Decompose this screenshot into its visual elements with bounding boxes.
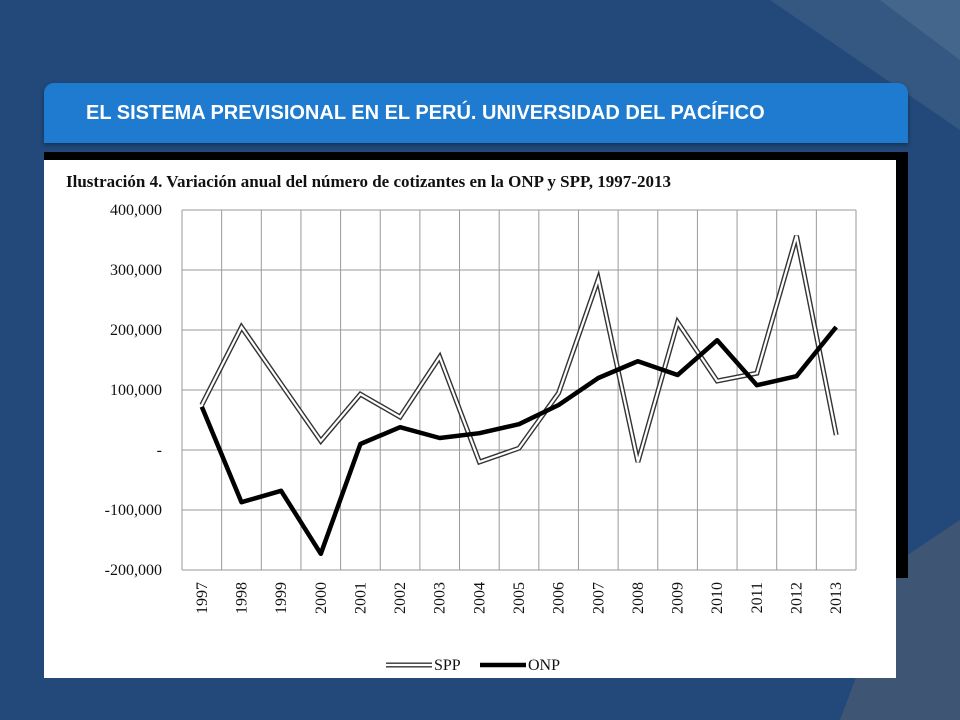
slide-title: EL SISTEMA PREVISIONAL EN EL PERÚ. UNIVE… xyxy=(86,102,765,124)
y-tick-label: - xyxy=(157,442,162,459)
x-tick-label: 2001 xyxy=(352,582,369,614)
x-tick-label: 2003 xyxy=(432,582,449,614)
series-line-inner-spp xyxy=(200,235,838,464)
chart-legend: SPP ONP xyxy=(386,657,560,674)
x-tick-label: 2004 xyxy=(471,582,488,614)
x-tick-label: 2012 xyxy=(789,582,806,614)
x-tick-label: 2006 xyxy=(551,582,568,614)
x-tick-label: 2005 xyxy=(511,582,528,614)
x-axis-ticks: 1997 1998 1999 2000 2001 2002 2003 2004 2005 2006… xyxy=(194,582,845,614)
chart-panel: Ilustración 4. Variación anual del númer… xyxy=(44,160,896,678)
y-tick-label: 400,000 xyxy=(110,202,162,219)
x-tick-label: 1998 xyxy=(233,582,250,614)
y-tick-label: 300,000 xyxy=(110,262,162,279)
x-tick-label: 2000 xyxy=(313,582,330,614)
x-tick-label: 2002 xyxy=(392,582,409,614)
x-tick-label: 1997 xyxy=(194,582,211,614)
x-tick-label: 2010 xyxy=(709,582,726,614)
slide-title-bar: EL SISTEMA PREVISIONAL EN EL PERÚ. UNIVE… xyxy=(44,83,908,143)
y-tick-label: 200,000 xyxy=(110,322,162,339)
x-tick-label: 1999 xyxy=(273,582,290,614)
chart-title: Ilustración 4. Variación anual del númer… xyxy=(66,172,671,191)
y-tick-label: -200,000 xyxy=(105,562,162,579)
x-tick-label: 2009 xyxy=(670,582,687,614)
y-axis-ticks: 400,000 300,000 200,000 100,000 - -100,000 -20… xyxy=(105,202,162,579)
series-line-onp xyxy=(199,325,838,557)
y-tick-label: 100,000 xyxy=(110,382,162,399)
x-tick-label: 2008 xyxy=(630,582,647,614)
y-tick-label: -100,000 xyxy=(105,502,162,519)
x-tick-label: 2013 xyxy=(828,582,845,614)
legend-label-spp: SPP xyxy=(434,657,461,674)
x-tick-label: 2007 xyxy=(590,582,607,614)
legend-label-onp: ONP xyxy=(528,657,560,674)
line-chart: Ilustración 4. Variación anual del númer… xyxy=(66,172,857,674)
chart-series xyxy=(199,235,839,557)
x-tick-label: 2011 xyxy=(749,582,766,613)
